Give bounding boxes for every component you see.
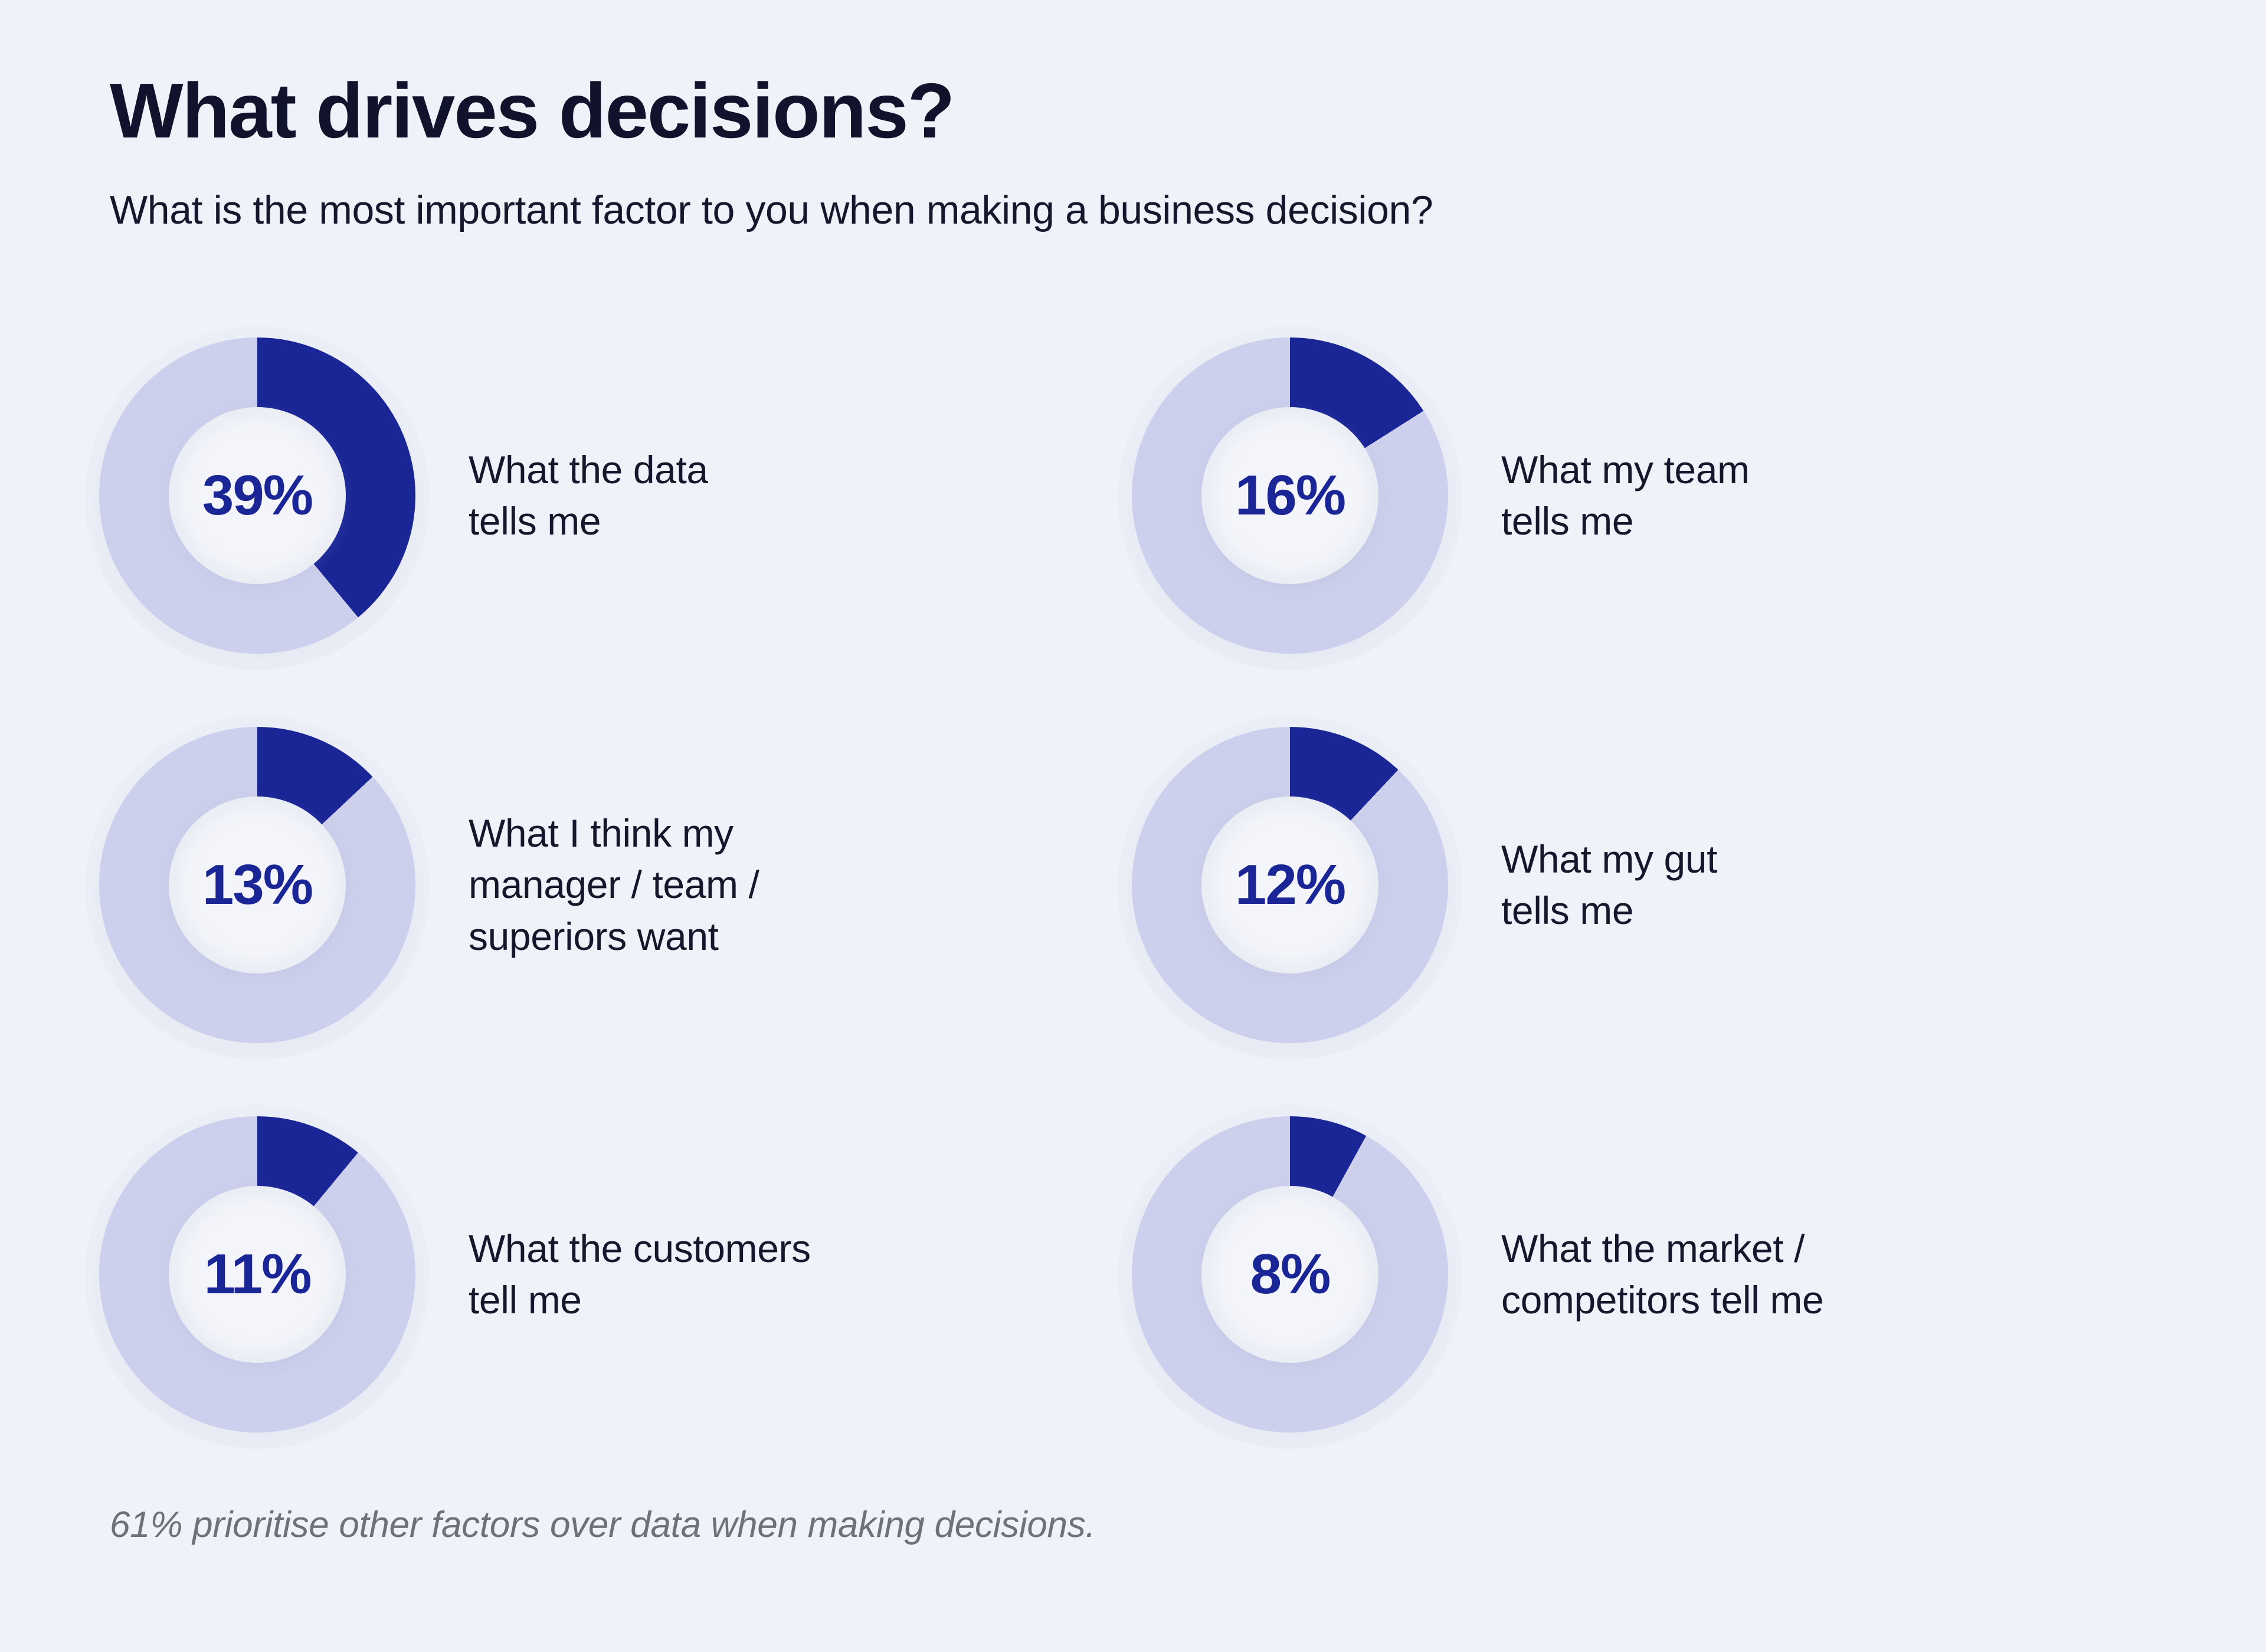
footer: 61% prioritise other factors over data w…: [110, 1502, 2116, 1549]
stat-label-line: tells me: [469, 499, 601, 543]
page-subtitle: What is the most important factor to you…: [110, 187, 1433, 232]
stat-label: What the market / competitors tell me: [1501, 1223, 1824, 1326]
donut-chart-8: 8%: [1118, 1104, 1462, 1449]
stat-label-line: What the customers: [469, 1226, 811, 1270]
donut-center: 12%: [1201, 796, 1378, 974]
donut-value-label: 39%: [202, 464, 313, 527]
donut-center: 13%: [169, 796, 346, 974]
stat-item-market: 8% What the market / competitors tell me: [1118, 1097, 2147, 1451]
stat-item-team: 16% What my team tells me: [1118, 319, 2147, 673]
page-title: What drives decisions?: [110, 67, 955, 154]
footnote-text: 61% prioritise other factors over data w…: [110, 1504, 1096, 1545]
stat-label-line: What I think my: [469, 811, 733, 856]
stat-label-line: tells me: [1501, 499, 1634, 543]
donut-stats-grid: 39% What the data tells me 16% Wha: [0, 319, 2266, 1469]
donut-center: 8%: [1201, 1186, 1378, 1363]
stat-row: 13% What I think my manager / team / sup…: [0, 708, 2266, 1062]
stat-label-line: What the data: [469, 447, 708, 491]
stat-item-data: 39% What the data tells me: [85, 319, 1102, 673]
stat-label-line: competitors tell me: [1501, 1278, 1824, 1322]
stat-label-line: manager / team /: [469, 863, 759, 907]
donut-chart-11: 11%: [85, 1104, 430, 1449]
stat-label-line: What the market /: [1501, 1226, 1805, 1270]
donut-value-label: 8%: [1250, 1243, 1331, 1306]
stat-row: 39% What the data tells me 16% Wha: [0, 319, 2266, 673]
stat-label: What the customers tell me: [469, 1223, 811, 1326]
donut-chart-13: 13%: [85, 715, 430, 1060]
stat-item-gut: 12% What my gut tells me: [1118, 708, 2147, 1062]
donut-value-label: 12%: [1234, 853, 1346, 916]
donut-center: 39%: [169, 407, 346, 584]
donut-chart-16: 16%: [1118, 326, 1462, 670]
stat-row: 11% What the customers tell me 8%: [0, 1097, 2266, 1451]
donut-value-label: 13%: [202, 853, 313, 916]
donut-chart-39: 39%: [85, 326, 430, 670]
donut-value-label: 11%: [204, 1243, 312, 1306]
stat-label: What I think my manager / team / superio…: [469, 808, 759, 962]
donut-chart-12: 12%: [1118, 715, 1462, 1060]
stat-label: What my team tells me: [1501, 444, 1750, 547]
stat-label-line: What my gut: [1501, 837, 1718, 881]
stat-label: What the data tells me: [469, 444, 708, 547]
stat-label-line: What my team: [1501, 447, 1750, 491]
donut-center: 16%: [1201, 407, 1378, 584]
stat-label-line: superiors want: [469, 914, 719, 958]
stat-label-line: tell me: [469, 1278, 582, 1322]
stat-item-customers: 11% What the customers tell me: [85, 1097, 1102, 1451]
donut-center: 11%: [169, 1186, 346, 1363]
stat-item-manager: 13% What I think my manager / team / sup…: [85, 708, 1102, 1062]
header: What drives decisions? What is the most …: [110, 70, 2163, 235]
donut-value-label: 16%: [1234, 464, 1346, 527]
stat-label: What my gut tells me: [1501, 834, 1717, 936]
stat-label-line: tells me: [1501, 889, 1634, 932]
